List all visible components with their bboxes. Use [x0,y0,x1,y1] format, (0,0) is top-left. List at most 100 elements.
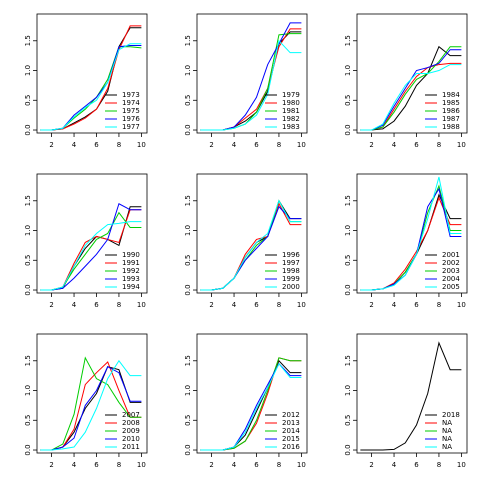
y-tick-label: 1.0 [344,225,352,236]
x-tick-label: 8 [117,141,121,149]
legend-label: 1997 [282,259,300,267]
plot-frame [196,13,308,134]
plot-frame [196,173,308,294]
y-tick-label: 1.0 [184,385,192,396]
legend-label: 2013 [282,419,300,427]
x-tick-label: 2 [209,461,213,469]
plot-frame [196,333,308,454]
y-tick-label: 1.5 [24,35,32,46]
legend-label: 1988 [442,123,460,131]
y-tick-label: 1.0 [184,65,192,76]
legend-label: 1984 [442,91,460,99]
y-tick-label: 0.0 [344,124,352,135]
plot-frame [356,173,468,294]
series-line [360,176,462,291]
plot-frame [36,13,148,134]
y-tick-label: 0.5 [24,95,32,106]
x-tick-label: 6 [254,301,259,309]
x-tick-label: 10 [297,461,306,469]
y-tick-label: 0.5 [344,415,352,426]
series-line [360,341,462,451]
x-tick-label: 6 [94,301,99,309]
legend-label: 1990 [122,251,140,259]
legend-label: 2011 [122,443,140,451]
x-tick-label: 10 [137,301,146,309]
x-tick-label: 6 [94,461,99,469]
series-line [40,203,142,291]
legend-label: 2015 [282,435,300,443]
y-tick-label: 0.5 [344,255,352,266]
legend-label: 2016 [282,443,300,451]
x-tick-label: 8 [277,141,281,149]
x-tick-label: 8 [277,301,281,309]
x-tick-label: 8 [437,141,441,149]
x-tick-label: 10 [457,141,466,149]
y-tick-label: 0.5 [24,255,32,266]
x-tick-label: 6 [414,461,419,469]
legend-label: 1980 [282,99,300,107]
legend-label: 1987 [442,115,460,123]
legend-label: 1986 [442,107,460,115]
y-tick-label: 0.0 [24,284,32,295]
y-tick-label: 1.0 [24,225,32,236]
x-tick-label: 8 [117,461,121,469]
legend-label: 2002 [442,259,460,267]
y-tick-label: 0.5 [344,95,352,106]
legend-label: 1982 [282,115,300,123]
legend-label: 2018 [442,411,460,419]
legend-label: 2009 [122,427,140,435]
legend-label: 1973 [122,91,140,99]
y-tick-label: 0.5 [184,95,192,106]
y-tick-label: 0.0 [24,124,32,135]
y-tick-label: 0.0 [184,444,192,455]
x-tick-label: 2 [209,141,213,149]
legend-label: 1975 [122,107,140,115]
x-tick-label: 8 [437,301,441,309]
legend-label: 1996 [282,251,300,259]
x-tick-label: 2 [369,141,373,149]
legend-label: 2004 [442,275,460,283]
series-line [40,356,142,451]
series-line [360,64,462,131]
legend-label: 2000 [282,283,300,291]
x-tick-label: 10 [137,461,146,469]
x-tick-label: 2 [49,141,53,149]
y-tick-label: 1.0 [344,385,352,396]
y-tick-label: 0.0 [184,284,192,295]
x-tick-label: 4 [72,141,77,149]
x-tick-label: 6 [414,301,419,309]
legend-label: NA [442,443,452,451]
y-tick-label: 1.5 [344,355,352,366]
y-tick-label: 0.5 [24,415,32,426]
legend-label: 1993 [122,275,140,283]
x-tick-label: 8 [277,461,281,469]
legend-label: 1981 [282,107,300,115]
x-tick-label: 2 [209,301,213,309]
series-line [200,39,302,131]
y-tick-label: 1.5 [184,355,192,366]
x-tick-label: 10 [297,301,306,309]
y-tick-label: 1.5 [24,355,32,366]
y-tick-label: 1.0 [24,65,32,76]
x-tick-label: 6 [414,141,419,149]
y-tick-label: 0.0 [344,444,352,455]
legend-label: 2001 [442,251,460,259]
plot-frame [36,173,148,294]
legend-label: 2014 [282,427,300,435]
series-line [40,359,142,451]
x-tick-label: 10 [137,141,146,149]
legend-label: 2003 [442,267,460,275]
plot-frame [356,333,468,454]
legend-label: 1994 [122,283,140,291]
x-tick-label: 4 [232,141,237,149]
x-tick-label: 4 [232,301,237,309]
series-line [200,362,302,451]
legend-label: 1977 [122,123,140,131]
y-tick-label: 1.5 [184,195,192,206]
legend-label: 2008 [122,419,140,427]
x-tick-label: 8 [437,461,441,469]
series-line [360,46,462,131]
legend-label: NA [442,427,452,435]
plot-frame [356,13,468,134]
x-tick-label: 10 [297,141,306,149]
